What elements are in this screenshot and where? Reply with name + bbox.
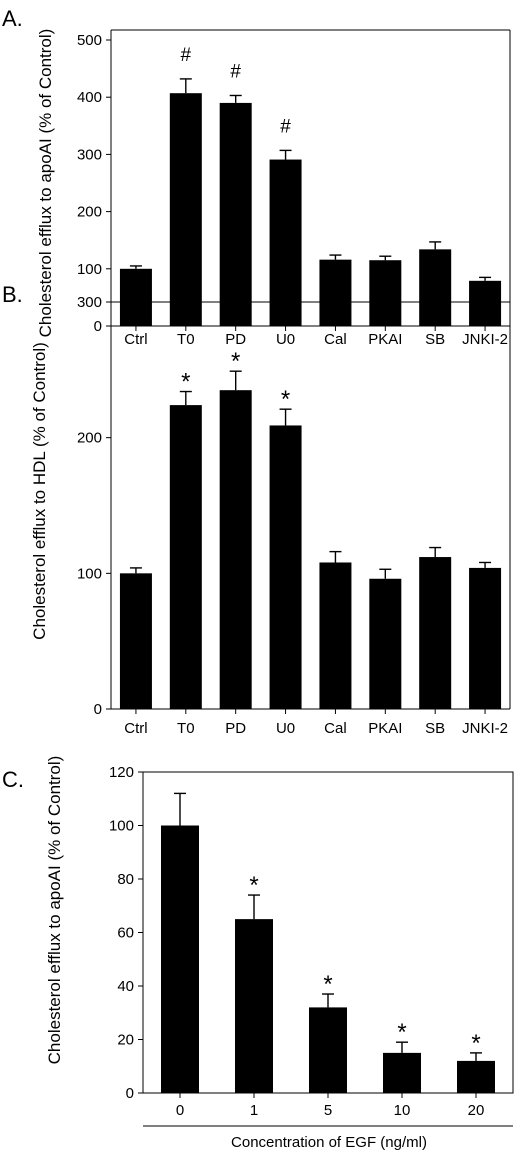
bar xyxy=(369,260,402,326)
x-tick-label: PKAI xyxy=(368,331,402,348)
significance-marker: # xyxy=(280,116,291,137)
x-tick-label: U0 xyxy=(276,720,295,737)
x-tick-label: JNKI-2 xyxy=(462,720,508,737)
bar xyxy=(169,405,202,709)
significance-marker: # xyxy=(230,61,241,82)
x-tick-label: Ctrl xyxy=(124,720,147,737)
bar xyxy=(119,573,152,709)
significance-marker: # xyxy=(181,45,192,66)
y-tick-label: 20 xyxy=(117,1032,134,1049)
bar xyxy=(319,259,352,326)
x-tick-label: SB xyxy=(425,331,445,348)
x-tick-label: Cal xyxy=(324,720,347,737)
panel-b: B. Cholesterol efflux to HDL (% of Contr… xyxy=(2,282,511,737)
bar xyxy=(219,102,252,326)
bar xyxy=(319,562,352,709)
bar xyxy=(469,280,502,326)
significance-marker: * xyxy=(323,971,332,998)
bar xyxy=(369,578,402,709)
y-tick-label: 0 xyxy=(94,318,102,335)
bar xyxy=(469,567,502,709)
significance-marker: * xyxy=(181,369,190,396)
y-tick-label: 100 xyxy=(77,261,102,278)
x-tick-label: 20 xyxy=(468,1102,485,1119)
x-tick-label: PD xyxy=(225,720,246,737)
bar xyxy=(457,1060,495,1093)
panel-b-letter: B. xyxy=(2,282,23,307)
significance-marker: * xyxy=(397,1019,406,1046)
y-tick-label: 100 xyxy=(109,818,134,835)
significance-marker: * xyxy=(249,872,258,899)
x-tick-label: U0 xyxy=(276,331,295,348)
x-tick-label: Ctrl xyxy=(124,331,147,348)
x-tick-label: JNKI-2 xyxy=(462,331,508,348)
y-tick-label: 40 xyxy=(117,978,134,995)
y-tick-label: 200 xyxy=(77,204,102,221)
x-tick-label: PD xyxy=(225,331,246,348)
panel-b-ylabel: Cholesterol efflux to HDL (% of Control) xyxy=(30,342,49,640)
y-tick-label: 300 xyxy=(77,294,102,311)
significance-marker: * xyxy=(231,348,240,375)
bar xyxy=(419,557,452,709)
bar xyxy=(309,1007,347,1093)
y-tick-label: 400 xyxy=(77,89,102,106)
bar xyxy=(219,390,252,709)
y-tick-label: 500 xyxy=(77,32,102,49)
x-tick-label: 10 xyxy=(394,1102,411,1119)
panel-c: C. Cholesterol efflux to apoAI (% of Con… xyxy=(2,756,514,1151)
y-tick-label: 100 xyxy=(77,565,102,582)
y-tick-label: 120 xyxy=(109,764,134,781)
bar xyxy=(119,268,152,326)
bar xyxy=(269,159,302,326)
bar xyxy=(269,425,302,709)
bar xyxy=(161,825,199,1093)
panel-a: A. Cholesterol efflux to apoAI (% of Con… xyxy=(2,6,511,348)
bar xyxy=(169,93,202,326)
x-tick-label: 1 xyxy=(250,1102,258,1119)
bar xyxy=(235,919,273,1093)
x-tick-label: 5 xyxy=(324,1102,332,1119)
x-tick-label: T0 xyxy=(177,720,195,737)
x-tick-label: Cal xyxy=(324,331,347,348)
y-tick-label: 60 xyxy=(117,925,134,942)
y-tick-label: 0 xyxy=(126,1085,134,1102)
y-tick-label: 0 xyxy=(94,701,102,718)
x-tick-label: SB xyxy=(425,720,445,737)
significance-marker: * xyxy=(471,1030,480,1057)
bar xyxy=(383,1052,421,1093)
x-tick-label: PKAI xyxy=(368,720,402,737)
significance-marker: * xyxy=(281,386,290,413)
y-tick-label: 80 xyxy=(117,871,134,888)
x-tick-label: T0 xyxy=(177,331,195,348)
y-tick-label: 200 xyxy=(77,430,102,447)
x-tick-label: 0 xyxy=(176,1102,184,1119)
panel-c-xlabel: Concentration of EGF (ng/ml) xyxy=(231,1134,427,1151)
panel-a-ylabel: Cholesterol efflux to apoAI (% of Contro… xyxy=(36,29,55,338)
panel-c-ylabel: Cholesterol efflux to apoAI (% of Contro… xyxy=(45,756,64,1065)
bar xyxy=(419,249,452,326)
panel-a-letter: A. xyxy=(2,6,23,31)
y-tick-label: 300 xyxy=(77,146,102,163)
panel-c-letter: C. xyxy=(2,767,24,792)
